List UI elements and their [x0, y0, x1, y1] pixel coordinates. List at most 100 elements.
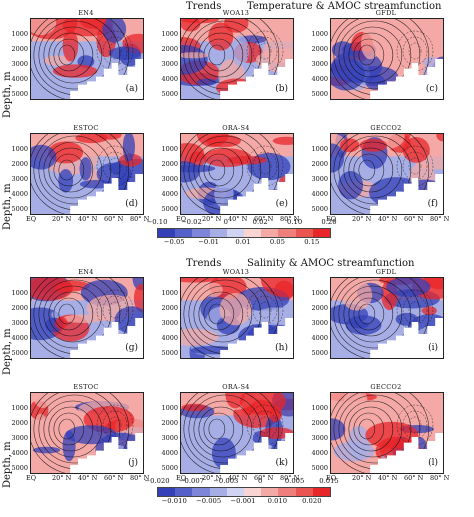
colorbar-tick-bottom: −0.01	[198, 238, 220, 246]
latitude-tick-label: 80° N	[280, 215, 300, 223]
depth-tick-label: 5000	[161, 349, 178, 357]
depth-tick-label: 4000	[161, 334, 178, 342]
depth-tick-label: 4000	[161, 190, 178, 198]
latitude-tick-label: 60° N	[104, 215, 124, 223]
panel-plot: (k)	[180, 392, 294, 474]
depth-tick-label: 3000	[311, 319, 328, 327]
colorbar-tick-top: 0.005	[284, 477, 305, 485]
depth-tick-label: 3000	[161, 434, 178, 442]
depth-tick-label: 2000	[311, 304, 328, 312]
depth-tick-label: 4000	[311, 75, 328, 83]
latitude-tick-label: 20° N	[52, 215, 72, 223]
depth-tick-label: 1000	[161, 289, 178, 297]
latitude-tick-label: 60° N	[254, 215, 274, 223]
depth-tick-label: 2000	[161, 419, 178, 427]
section2-title: Salinity & AMOC streamfunction	[247, 258, 415, 269]
depth-tick-label: 5000	[11, 464, 28, 472]
colorbar-tick-top: 0.015	[319, 477, 339, 485]
panel-title: GECCO2	[370, 124, 402, 132]
colorbar-segment	[261, 488, 279, 496]
panel-title: GECCO2	[370, 383, 402, 391]
colorbar-segment	[261, 229, 279, 237]
colorbar-segment	[175, 488, 193, 496]
depth-tick-label: 5000	[161, 464, 178, 472]
latitude-tick-label: EQ	[176, 215, 187, 223]
panel-plot: (l)	[330, 392, 444, 474]
depth-tick-label: 3000	[161, 319, 178, 327]
panel-title: EN4	[78, 9, 94, 17]
panel-letter: (j)	[127, 458, 139, 468]
depth-tick-label: 4000	[311, 449, 328, 457]
depth-tick-label: 3000	[161, 175, 178, 183]
panel-letter: (l)	[427, 458, 439, 468]
latitude-tick-label: 40° N	[78, 215, 98, 223]
latitude-tick-label: 20° N	[202, 474, 222, 482]
colorbar-segment	[278, 229, 296, 237]
depth-tick-label: 2000	[311, 45, 328, 53]
depth-tick-label: 5000	[311, 90, 328, 98]
depth-tick-label: 5000	[161, 205, 178, 213]
panel-ora-s4-k: ORA-S4 (k) 1000 2000 3000 4000 5000 EQ 20° N 40° …	[161, 383, 299, 482]
depth-tick-label: 4000	[161, 449, 178, 457]
panel-gfdl-c: GFDL (c) 1000 2000 3000 4000 5000	[311, 9, 444, 100]
panel-title: ORA-S4	[222, 383, 250, 391]
latitude-tick-label: 40° N	[78, 474, 98, 482]
latitude-tick-label: 60° N	[104, 474, 124, 482]
depth-tick-label: 3000	[311, 175, 328, 183]
colorbar-tick-bottom: −0.005	[196, 497, 222, 505]
depth-tick-label: 3000	[11, 60, 28, 68]
depth-tick-label: 2000	[11, 419, 28, 427]
panel-plot: (f)	[330, 133, 444, 215]
latitude-tick-label: EQ	[326, 474, 337, 482]
panel-title: GFDL	[375, 268, 397, 276]
latitude-tick-label: 80° N	[430, 474, 450, 482]
colorbar-segment	[192, 229, 210, 237]
panel-en4-a: EN4 (a) 1000 2000 3000 4000 5000	[11, 9, 144, 100]
colorbar-segment	[209, 488, 227, 496]
latitude-tick-label: 20° N	[352, 215, 372, 223]
latitude-tick-label: 60° N	[254, 474, 274, 482]
latitude-tick-label: 40° N	[228, 215, 248, 223]
panel-estoc-d: ESTOC (d) 1000 2000 3000 4000 5000 EQ 20° N 40° N…	[11, 124, 149, 223]
latitude-tick-label: 40° N	[378, 215, 398, 223]
colorbar-tick-top: −0.02	[180, 218, 202, 226]
section2-trends-label: Trends	[186, 258, 222, 269]
depth-tick-label: 1000	[311, 30, 328, 38]
colorbar-tick-top: −0.003	[213, 477, 239, 485]
panel-gecco2-l: GECCO2 (l) 1000 2000 3000 4000 5000 EQ 20° N 40° …	[311, 383, 449, 482]
latitude-tick-label: EQ	[176, 474, 187, 482]
panel-letter: (d)	[124, 199, 139, 209]
panel-letter: (h)	[274, 343, 289, 353]
panel-plot: (b)	[180, 18, 294, 100]
panel-letter: (c)	[424, 84, 439, 94]
depth-tick-label: 2000	[11, 304, 28, 312]
panel-letter: (k)	[274, 458, 289, 468]
depth-tick-label: 4000	[311, 190, 328, 198]
depth-tick-label: 1000	[161, 30, 178, 38]
panel-title: WOA13	[222, 9, 250, 17]
depth-tick-label: 1000	[311, 404, 328, 412]
section1-colorbar	[157, 228, 331, 238]
depth-tick-label: 1000	[311, 145, 328, 153]
depth-tick-label: 3000	[161, 60, 178, 68]
panel-letter: (a)	[124, 84, 139, 94]
colorbar-tick-top: 0.02	[252, 218, 268, 226]
panel-letter: (f)	[426, 199, 439, 209]
latitude-tick-label: 20° N	[352, 474, 372, 482]
depth-tick-label: 1000	[11, 289, 28, 297]
colorbar-tick-top: 0	[223, 218, 228, 226]
latitude-tick-label: 20° N	[52, 474, 72, 482]
section2-colorbar	[157, 487, 331, 497]
panel-en4-g: EN4 (g) 1000 2000 3000 4000 5000	[11, 268, 144, 359]
colorbar-segment	[295, 488, 313, 496]
colorbar-segment	[295, 229, 313, 237]
depth-tick-label: 2000	[161, 160, 178, 168]
panel-woa13-h: WOA13 (h) 1000 2000 3000 4000 5000	[161, 268, 294, 359]
panel-woa13-b: WOA13 (b) 1000 2000 3000 4000 5000	[161, 9, 294, 100]
colorbar-segment	[158, 229, 176, 237]
depth-tick-label: 1000	[11, 145, 28, 153]
depth-tick-label: 5000	[11, 205, 28, 213]
latitude-tick-label: 60° N	[404, 215, 424, 223]
panel-title: WOA13	[222, 268, 250, 276]
panel-plot: (d)	[30, 133, 144, 215]
